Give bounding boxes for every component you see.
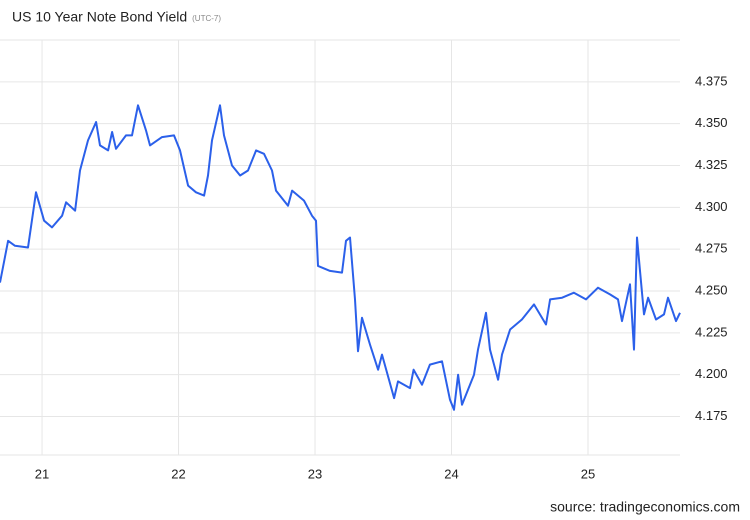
x-tick-label: 25: [581, 466, 595, 481]
y-tick-label: 4.200: [695, 366, 728, 381]
y-tick-label: 4.250: [695, 282, 728, 297]
y-tick-label: 4.350: [695, 115, 728, 130]
chart-subtitle: (UTC-7): [192, 14, 221, 23]
y-tick-label: 4.375: [695, 73, 728, 88]
y-tick-label: 4.225: [695, 324, 728, 339]
y-tick-label: 4.275: [695, 241, 728, 256]
y-tick-label: 4.300: [695, 199, 728, 214]
y-tick-label: 4.325: [695, 157, 728, 172]
chart-title: US 10 Year Note Bond Yield: [12, 9, 187, 25]
x-tick-label: 24: [444, 466, 458, 481]
source: source: tradingeconomics.com: [550, 499, 740, 515]
x-tick-label: 22: [171, 466, 185, 481]
line-series: [0, 104, 681, 411]
x-tick-label: 21: [35, 466, 49, 481]
y-tick-label: 4.175: [695, 408, 728, 423]
x-tick-label: 23: [308, 466, 322, 481]
